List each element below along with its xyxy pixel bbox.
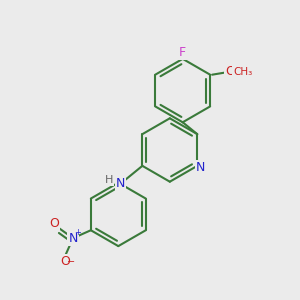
Text: N: N (196, 161, 205, 174)
Text: O: O (49, 217, 59, 230)
Text: CH₃: CH₃ (233, 67, 253, 77)
Text: O: O (225, 65, 235, 78)
Text: N: N (116, 177, 125, 190)
Text: N: N (68, 232, 78, 245)
Text: +: + (74, 228, 81, 237)
Text: F: F (179, 46, 186, 59)
Text: −: − (67, 257, 75, 267)
Text: H: H (104, 175, 113, 185)
Text: O: O (60, 256, 70, 268)
